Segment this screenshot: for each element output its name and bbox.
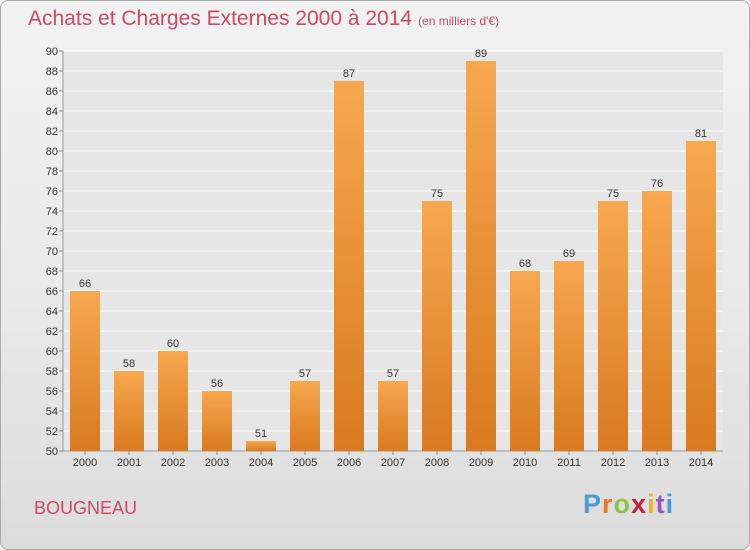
bar [70, 291, 100, 451]
bar [554, 261, 584, 451]
x-tick-label: 2002 [161, 457, 185, 469]
y-tick-label: 76 [46, 186, 58, 198]
y-tick-label: 60 [46, 346, 58, 358]
y-tick-label: 66 [46, 286, 58, 298]
data-label: 66 [79, 278, 91, 290]
y-tick-label: 78 [46, 166, 58, 178]
data-label: 75 [607, 188, 619, 200]
bar [598, 201, 628, 451]
logo-letter: o [613, 489, 632, 519]
x-tick-label: 2013 [645, 457, 669, 469]
y-tick-label: 62 [46, 326, 58, 338]
logo-letter: r [602, 489, 614, 519]
bar [510, 271, 540, 451]
y-tick-label: 68 [46, 266, 58, 278]
chart-title-text: Achats et Charges Externes 2000 à 2014 [28, 7, 413, 30]
x-tick-label: 2012 [601, 457, 625, 469]
data-label: 68 [519, 258, 531, 270]
chart-unit: (en milliers d'€) [418, 14, 500, 28]
logo-letter: x [631, 489, 648, 519]
data-label: 51 [255, 428, 267, 440]
data-label: 60 [167, 338, 179, 350]
commune-name: BOUGNEAU [34, 498, 138, 518]
data-label: 57 [299, 368, 311, 380]
bar [114, 371, 144, 451]
y-tick-label: 80 [46, 146, 58, 158]
bar [466, 61, 496, 451]
bar [158, 351, 188, 451]
x-tick-label: 2000 [73, 457, 97, 469]
x-tick-label: 2011 [557, 457, 581, 469]
data-label: 76 [651, 178, 663, 190]
chart-title: Achats et Charges Externes 2000 à 2014 (e… [28, 7, 499, 31]
x-tick-label: 2006 [337, 457, 361, 469]
y-tick-label: 64 [46, 306, 58, 318]
y-tick-label: 74 [46, 206, 58, 218]
data-label: 89 [475, 48, 487, 60]
y-tick-label: 72 [46, 226, 58, 238]
y-tick-label: 50 [46, 446, 58, 458]
data-label: 56 [211, 378, 223, 390]
x-tick-label: 2005 [293, 457, 317, 469]
y-tick-label: 58 [46, 366, 58, 378]
y-tick-label: 70 [46, 246, 58, 258]
x-tick-label: 2010 [513, 457, 537, 469]
x-tick-label: 2014 [689, 457, 713, 469]
x-tick-label: 2003 [205, 457, 229, 469]
x-tick-label: 2004 [249, 457, 273, 469]
y-tick-label: 90 [46, 46, 58, 58]
y-tick-label: 52 [46, 426, 58, 438]
y-tick-label: 56 [46, 386, 58, 398]
y-tick-label: 84 [46, 106, 58, 118]
bar [246, 441, 276, 451]
data-label: 87 [343, 68, 355, 80]
data-label: 69 [563, 248, 575, 260]
bar [290, 381, 320, 451]
logo-letter: P [583, 489, 603, 519]
logo-letter: i [647, 489, 656, 519]
data-label: 81 [695, 128, 707, 140]
bar [334, 81, 364, 451]
bar [378, 381, 408, 451]
x-tick-label: 2008 [425, 457, 449, 469]
proxiti-logo: Proxiti [583, 489, 674, 520]
y-tick-label: 88 [46, 66, 58, 78]
y-tick-label: 54 [46, 406, 58, 418]
data-label: 57 [387, 368, 399, 380]
data-label: 58 [123, 358, 135, 370]
bar [422, 201, 452, 451]
logo-letter: i [665, 489, 675, 519]
bar [202, 391, 232, 451]
x-tick-label: 2007 [381, 457, 405, 469]
logo-letter: t [655, 489, 666, 519]
bar [642, 191, 672, 451]
data-label: 75 [431, 188, 443, 200]
y-tick-label: 86 [46, 86, 58, 98]
bar [686, 141, 716, 451]
x-tick-label: 2009 [469, 457, 493, 469]
y-tick-label: 82 [46, 126, 58, 138]
x-tick-label: 2001 [117, 457, 141, 469]
